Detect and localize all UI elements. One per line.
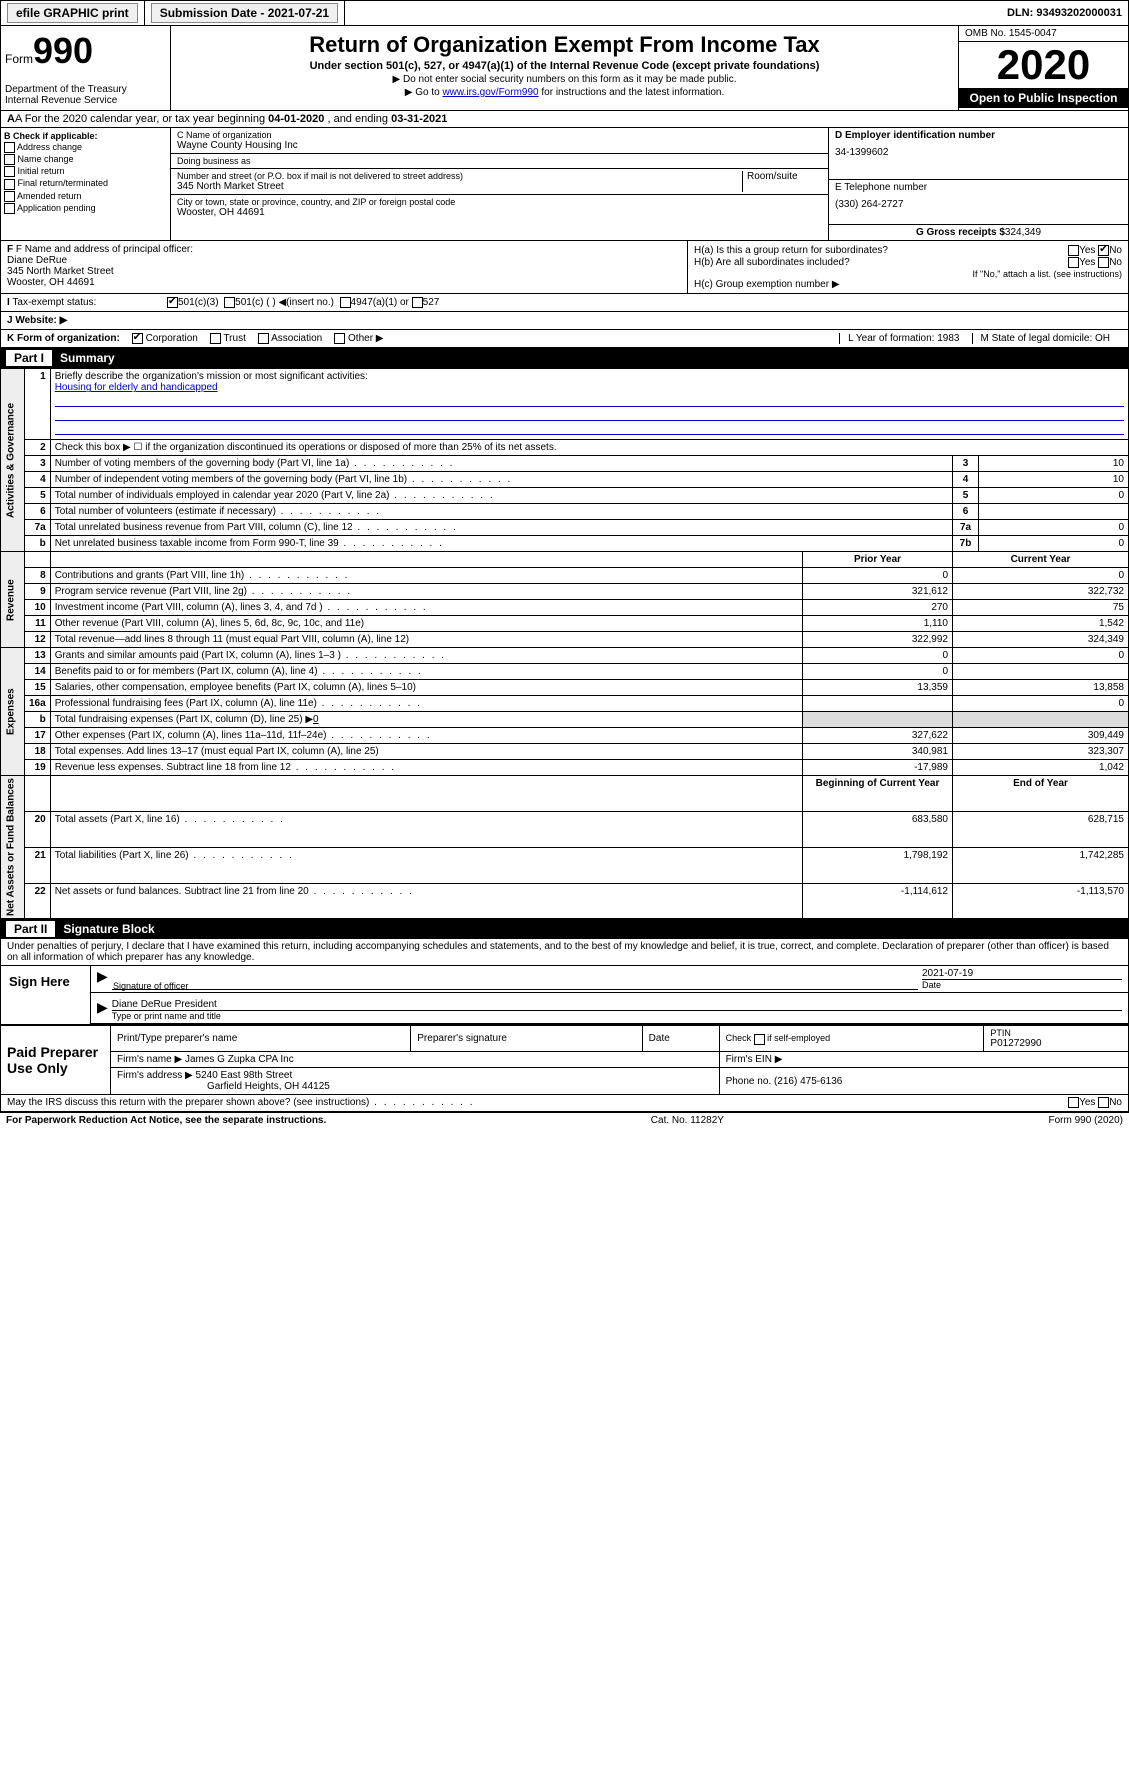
phone-label: E Telephone number [835,182,1122,193]
row-f-h: F F Name and address of principal office… [0,241,1129,294]
addr-value: 345 North Market Street [177,181,742,192]
chk-trust[interactable] [210,333,221,344]
ein-value: 34-1399602 [835,147,1122,158]
chk-corp[interactable] [132,333,143,344]
officer-addr: 345 North Market Street [7,266,681,277]
firm-phone: (216) 475-6136 [774,1076,842,1087]
ha-label: H(a) Is this a group return for subordin… [694,245,888,256]
city-value: Wooster, OH 44691 [177,207,822,218]
state-domicile: M State of legal domicile: OH [972,333,1111,344]
discuss-row: May the IRS discuss this return with the… [0,1095,1129,1111]
chk-other[interactable] [334,333,345,344]
section-expenses: Expenses [1,648,25,776]
dln-label: DLN: 93493202000031 [1001,5,1128,21]
gross-value: 324,349 [1005,227,1041,238]
note-2: ▶ Go to www.irs.gov/Form990 for instruct… [175,87,954,98]
col-b-header: B Check if applicable: [4,131,167,141]
instructions-link[interactable]: www.irs.gov/Form990 [442,87,538,98]
chk-501c3[interactable] [167,297,178,308]
officer-name: Diane DeRue [7,255,681,266]
perjury-text: Under penalties of perjury, I declare th… [0,939,1129,966]
section-revenue: Revenue [1,552,25,648]
chk-pending[interactable]: Application pending [4,203,167,214]
form-number: 990 [33,30,93,71]
hb-note: If "No," attach a list. (see instruction… [694,269,1122,279]
row-k: K Form of organization: Corporation Trus… [0,330,1129,348]
ein-label: D Employer identification number [835,130,1122,141]
paid-preparer-block: Paid Preparer Use Only Print/Type prepar… [0,1025,1129,1095]
city-label: City or town, state or province, country… [177,197,822,207]
chk-assoc[interactable] [258,333,269,344]
section-governance: Activities & Governance [1,369,25,552]
section-netassets: Net Assets or Fund Balances [1,776,25,919]
paid-label: Paid Preparer Use Only [1,1026,111,1095]
sign-here-label: Sign Here [1,966,91,1024]
tax-year: 2020 [959,42,1128,88]
discuss-no[interactable] [1098,1097,1109,1108]
pra-notice: For Paperwork Reduction Act Notice, see … [6,1115,326,1126]
submission-button[interactable]: Submission Date - 2021-07-21 [151,3,338,23]
org-name: Wayne County Housing Inc [177,140,822,151]
officer-label: F F Name and address of principal office… [7,244,681,255]
chk-address[interactable]: Address change [4,142,167,153]
section-bcdefg: B Check if applicable: Address change Na… [0,128,1129,241]
room-suite: Room/suite [742,171,822,192]
mission-link[interactable]: Housing for elderly and handicapped [55,382,218,393]
hc-label: H(c) Group exemption number ▶ [694,279,1122,290]
form-ref: Form 990 (2020) [1049,1115,1123,1126]
signature-label: Signature of officer [113,981,188,991]
dba-label: Doing business as [177,156,822,166]
form-word: Form [5,52,33,66]
part1-header: Part ISummary [0,348,1129,368]
chk-final[interactable]: Final return/terminated [4,178,167,189]
firm-addr2: Garfield Heights, OH 44125 [207,1081,330,1092]
discuss-yes[interactable] [1068,1097,1079,1108]
cat-number: Cat. No. 11282Y [651,1115,724,1126]
row-a: AA For the 2020 calendar year, or tax ye… [0,111,1129,128]
gross-label: G Gross receipts $ [916,227,1005,238]
row-i: I Tax-exempt status: 501(c)(3) 501(c) ( … [0,294,1129,312]
phone-value: (330) 264-2727 [835,199,1122,210]
chk-initial[interactable]: Initial return [4,166,167,177]
ptin-value: P01272990 [990,1038,1122,1049]
chk-name[interactable]: Name change [4,154,167,165]
chk-amended[interactable]: Amended return [4,191,167,202]
row-j: J Website: ▶ [0,312,1129,330]
col-b: B Check if applicable: Address change Na… [1,128,171,240]
hb-label: H(b) Are all subordinates included? [694,257,850,268]
form-header: Form990 Department of the Treasury Inter… [0,26,1129,111]
chk-4947[interactable] [340,297,351,308]
year-formation: L Year of formation: 1983 [839,333,959,344]
summary-table: Activities & Governance 1Briefly describ… [0,368,1129,919]
open-to-public: Open to Public Inspection [959,88,1128,108]
prep-sig-hdr: Preparer's signature [411,1026,642,1052]
chk-501c[interactable] [224,297,235,308]
sign-date: 2021-07-19 [922,968,1122,980]
officer-city: Wooster, OH 44691 [7,277,681,288]
part2-header: Part IISignature Block [0,919,1129,939]
page-footer: For Paperwork Reduction Act Notice, see … [0,1112,1129,1128]
sign-here-block: Sign Here ▶2021-07-19Date Signature of o… [0,966,1129,1025]
officer-print-name: Diane DeRue President [112,999,1122,1011]
dept-label: Department of the Treasury Internal Reve… [5,84,166,106]
org-name-label: C Name of organization [177,130,822,140]
top-bar: efile GRAPHIC print Submission Date - 20… [0,0,1129,26]
efile-button[interactable]: efile GRAPHIC print [7,3,138,23]
addr-label: Number and street (or P.O. box if mail i… [177,171,742,181]
firm-name: James G Zupka CPA Inc [185,1054,294,1065]
form-title: Return of Organization Exempt From Incom… [175,32,954,58]
chk-527[interactable] [412,297,423,308]
prep-date-hdr: Date [642,1026,719,1052]
firm-addr1: 5240 East 98th Street [196,1070,293,1081]
omb-number: OMB No. 1545-0047 [959,26,1128,42]
name-title-label: Type or print name and title [112,1011,1122,1021]
date-label: Date [922,980,1122,990]
form-subtitle: Under section 501(c), 527, or 4947(a)(1)… [175,60,954,72]
firm-ein-label: Firm's EIN ▶ [719,1052,1128,1068]
note-1: ▶ Do not enter social security numbers o… [175,74,954,85]
prep-name-hdr: Print/Type preparer's name [111,1026,411,1052]
